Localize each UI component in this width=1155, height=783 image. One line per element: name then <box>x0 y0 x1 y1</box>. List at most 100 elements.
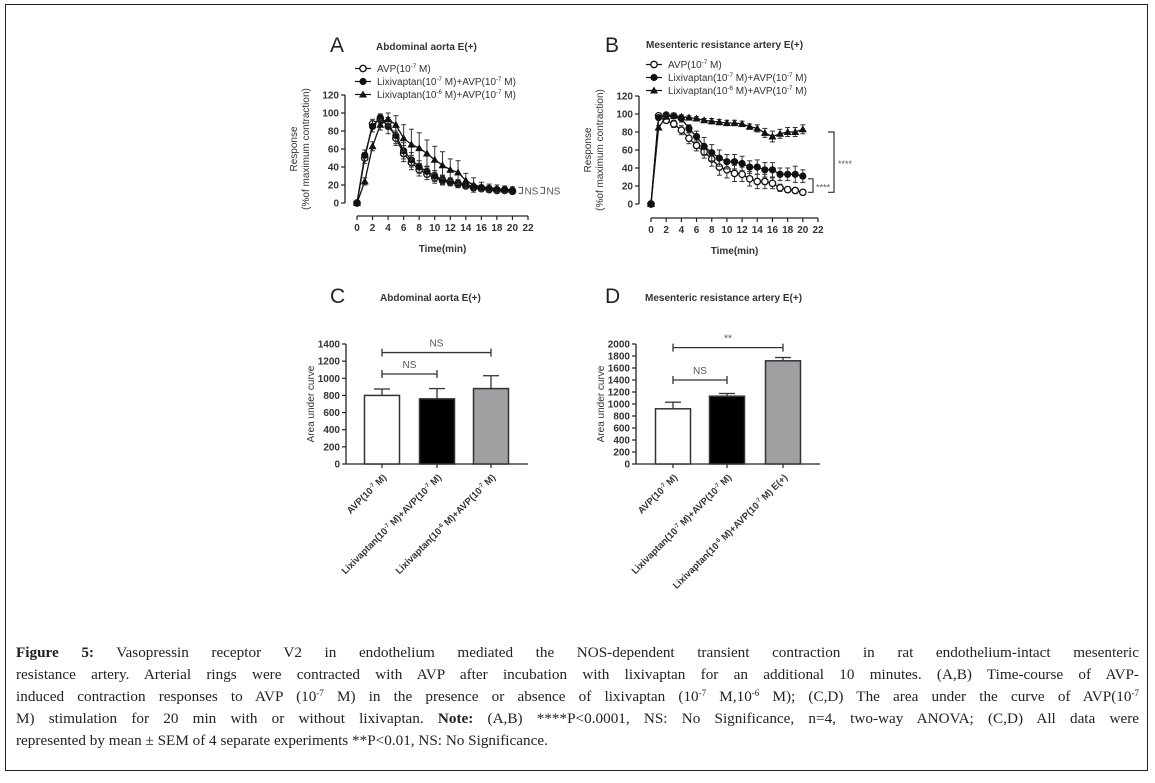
figure-caption: Figure 5: Vasopressin receptor V2 in end… <box>16 642 1139 752</box>
marker-filled-triangle <box>722 119 731 126</box>
x-tick-label: 20 <box>507 223 519 234</box>
y-tick-label: 20 <box>328 181 340 192</box>
x-axis-label: Time(min) <box>419 244 467 255</box>
y-tick-label: 1000 <box>608 400 631 411</box>
comparison-bracket <box>672 376 728 384</box>
y-tick-label: 800 <box>613 412 630 423</box>
x-tick-label: 12 <box>445 223 457 234</box>
significance-label: NS <box>546 186 560 197</box>
bar <box>363 394 401 465</box>
caption-line-3: induced contraction responses to AVP (10… <box>16 688 1139 705</box>
marker-filled-triangle <box>438 161 447 169</box>
y-tick-label: 40 <box>622 164 634 175</box>
marker-filled-triangle <box>353 199 361 206</box>
marker-filled-triangle <box>669 111 678 119</box>
x-tick-label: Lixivaptan(10-7 M)+AVP(10-7 M) <box>340 472 444 576</box>
marker-filled-triangle <box>692 114 701 122</box>
comparison-label: NS <box>693 366 707 377</box>
marker-filled-triangle <box>730 119 739 126</box>
chart-a: Abdominal aorta E(+) AVP(10-7 M)Lixivapta… <box>289 42 561 255</box>
y-tick-label: 600 <box>323 408 340 419</box>
significance-label: NS <box>524 186 538 197</box>
chart-b: Mesenteric resistance artery E(+) AVP(10-… <box>583 40 853 257</box>
chart-title: Abdominal aorta E(+) <box>376 42 477 53</box>
x-tick-label: 6 <box>694 225 700 236</box>
x-tick-label: 8 <box>709 225 715 236</box>
marker-open-circle <box>685 134 693 143</box>
marker-filled-triangle <box>454 168 463 176</box>
marker-filled-triangle <box>391 120 400 128</box>
caption-note-label: Note: <box>437 710 474 727</box>
marker-filled-triangle <box>700 116 709 124</box>
marker-filled-circle <box>784 170 792 178</box>
marker-filled-triangle <box>477 182 486 190</box>
series-3 <box>647 111 807 207</box>
y-tick-label: 200 <box>613 448 630 459</box>
marker-filled-circle <box>746 163 754 171</box>
marker-filled-triangle <box>407 140 416 148</box>
marker-open-circle <box>768 179 777 188</box>
y-axis-label: Response <box>289 126 300 171</box>
x-tick-label: Lixivaptan(10-6 M)+AVP(10-7 M) <box>394 472 498 576</box>
marker-open-circle <box>677 126 686 135</box>
marker-filled-circle <box>685 124 693 132</box>
marker-filled-triangle <box>715 118 724 126</box>
marker-filled-circle <box>768 166 777 174</box>
marker-filled-triangle <box>359 90 367 98</box>
marker-filled-circle <box>715 154 723 162</box>
marker-filled-triangle <box>446 165 455 173</box>
marker-filled-circle <box>654 114 663 122</box>
x-tick-label: Lixivaptan(10-6 M)+AVP(10-7 M) E(+) <box>671 472 790 591</box>
y-tick-label: 600 <box>613 424 630 435</box>
x-tick-label: 22 <box>812 225 824 236</box>
marker-open-circle <box>669 120 678 128</box>
figure-panels: A B C D Abdominal aorta E(+)AVP(10-7 M)L… <box>289 34 853 592</box>
marker-filled-triangle <box>745 122 754 130</box>
marker-filled-triangle <box>768 132 777 140</box>
bar <box>764 360 802 465</box>
bar <box>654 408 692 465</box>
caption-line-5: represented by mean ± SEM of 4 separate … <box>16 732 548 749</box>
legend-label: Lixivaptan(10-7 M)+AVP(10-7 M) <box>377 76 516 88</box>
comparison-bracket <box>381 370 438 378</box>
marker-filled-triangle <box>753 124 762 132</box>
legend-label: AVP(10-7 M) <box>377 63 431 75</box>
x-tick-label: 16 <box>767 225 779 236</box>
comparison-label: NS <box>403 360 417 371</box>
marker-filled-circle <box>384 122 392 131</box>
chart-title: Abdominal aorta E(+) <box>380 293 481 304</box>
y-tick-label: 20 <box>622 182 634 193</box>
marker-filled-triangle <box>684 113 693 121</box>
comparison-bracket <box>672 343 784 352</box>
significance-label: **** <box>816 183 831 193</box>
x-tick-label: AVP(10-7 M) <box>345 472 389 516</box>
y-tick-label: 60 <box>622 146 634 157</box>
marker-filled-triangle <box>492 184 501 192</box>
x-tick-label: 10 <box>721 225 733 236</box>
y-tick-label: 200 <box>323 442 340 453</box>
significance-label: **** <box>838 159 853 169</box>
y-tick-label: 120 <box>322 91 339 102</box>
marker-filled-triangle <box>791 128 800 135</box>
y-tick-label: 120 <box>616 92 633 103</box>
marker-open-circle <box>692 141 701 150</box>
y-tick-label: 0 <box>624 460 630 471</box>
marker-filled-triangle <box>485 183 494 191</box>
y-axis-label: Response <box>583 127 594 172</box>
marker-filled-circle <box>415 163 423 171</box>
y-tick-label: 1200 <box>608 388 631 399</box>
marker-filled-circle <box>761 166 769 174</box>
marker-filled-circle <box>799 172 807 180</box>
y-tick-label: 400 <box>613 436 630 447</box>
marker-filled-triangle <box>798 125 807 133</box>
y-tick-label: 400 <box>323 425 340 436</box>
y-tick-label: 100 <box>616 110 633 121</box>
y-tick-label: 800 <box>323 391 340 402</box>
x-tick-label: 22 <box>522 223 534 234</box>
y-axis-sublabel: (%of maximum contraction) <box>595 89 606 211</box>
bar <box>708 395 746 465</box>
x-tick-label: Lixivaptan(10-7 M)+AVP(10-7 M) <box>630 472 734 576</box>
x-tick-label: 2 <box>663 225 669 236</box>
marker-filled-triangle <box>430 155 439 163</box>
marker-filled-triangle <box>760 128 769 136</box>
